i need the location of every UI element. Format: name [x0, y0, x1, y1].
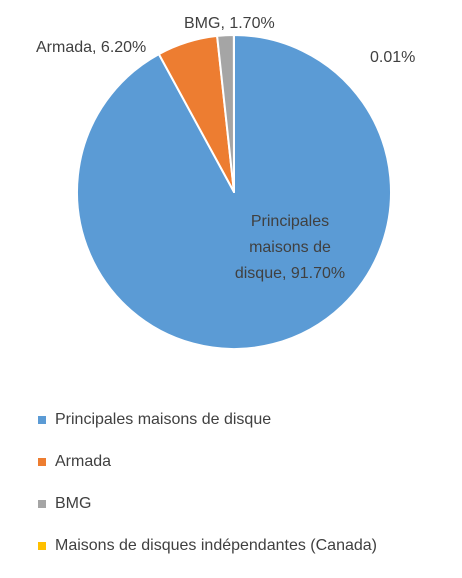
legend-item-bmg: BMG [38, 494, 377, 514]
pie-slices [77, 35, 391, 349]
data-label-principales-line-1: Principales [251, 213, 329, 230]
legend-item-independantes: Maisons de disques indépendantes (Canada… [38, 536, 377, 556]
legend-label-armada: Armada [55, 453, 111, 471]
data-label-armada: Armada, 6.20% [36, 39, 146, 56]
legend-swatch-bmg [38, 500, 46, 508]
data-label-principales: Principales maisons de disque, 91.70% [235, 213, 345, 282]
legend-item-armada: Armada [38, 452, 377, 472]
legend-label-principales: Principales maisons de disque [55, 411, 271, 429]
data-label-independantes: 0.01% [370, 49, 415, 66]
data-label-bmg: BMG, 1.70% [184, 15, 275, 32]
legend-swatch-armada [38, 458, 46, 466]
legend-label-bmg: BMG [55, 495, 91, 513]
legend-label-independantes: Maisons de disques indépendantes (Canada… [55, 537, 377, 555]
legend-item-principales: Principales maisons de disque [38, 410, 377, 430]
data-label-principales-line-2: maisons de [249, 239, 331, 256]
legend-swatch-independantes [38, 542, 46, 550]
legend: Principales maisons de disque Armada BMG… [38, 410, 377, 578]
data-label-principales-line-3: disque, 91.70% [235, 265, 345, 282]
legend-swatch-principales [38, 416, 46, 424]
